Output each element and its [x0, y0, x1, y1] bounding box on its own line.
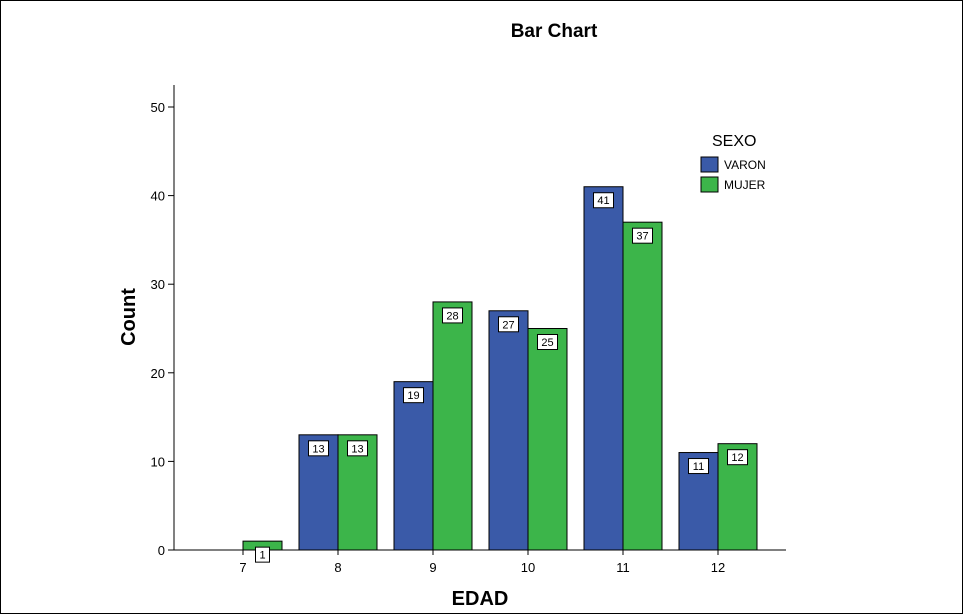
data-label: 25: [541, 337, 553, 349]
legend-swatch-varon: [700, 156, 719, 173]
y-tick-label: 30: [151, 277, 165, 292]
y-tick-label: 10: [151, 454, 165, 469]
y-axis-label: Count: [118, 288, 140, 346]
data-label: 19: [407, 390, 419, 402]
bar-mujer-11: [622, 221, 663, 551]
x-tick-label: 8: [334, 560, 341, 575]
chart-title: Bar Chart: [511, 21, 598, 42]
x-tick-label: 10: [521, 560, 535, 575]
bar-mujer-10: [527, 328, 568, 551]
y-tick-label: 20: [151, 366, 165, 381]
x-tick-label: 11: [616, 560, 630, 575]
data-label-box: [255, 546, 270, 563]
y-tick-label: 50: [151, 100, 165, 115]
y-tick-label: 0: [158, 543, 165, 558]
data-label-box: [442, 307, 463, 324]
data-label-box: [593, 192, 614, 209]
y-tick-label: 40: [151, 189, 165, 204]
data-label: 1: [259, 550, 265, 562]
legend-label-varon: VARON: [724, 158, 766, 172]
axes: 0 10 20 30 40 50 7 8 9 10 11 12: [151, 85, 786, 575]
x-tick-label: 12: [711, 560, 725, 575]
bar-varon-10: [488, 310, 529, 551]
data-label: 27: [502, 319, 514, 331]
data-label-box: [727, 449, 748, 466]
data-label-box: [498, 316, 519, 333]
x-axis-label: EDAD: [452, 588, 509, 610]
x-tick-label: 9: [429, 560, 436, 575]
data-label: 13: [312, 443, 324, 455]
legend-title: SEXO: [712, 133, 756, 150]
data-label: 41: [597, 195, 609, 207]
legend-swatch-mujer: [700, 176, 719, 193]
data-label: 28: [446, 310, 458, 322]
data-label: 11: [693, 461, 704, 473]
data-label-box: [537, 334, 558, 350]
data-label-box: [632, 227, 653, 244]
data-label-box: [403, 387, 424, 404]
data-label-box: [347, 440, 368, 457]
data-label: 12: [731, 452, 743, 464]
data-label-box: [308, 440, 329, 457]
data-label: 37: [636, 231, 648, 243]
bars-group: 1 13 13 19 28 27 25 41 37 11 12: [242, 186, 758, 563]
bar-varon-11: [583, 186, 624, 551]
x-tick-label: 7: [239, 560, 246, 575]
legend: SEXO VARON MUJER: [700, 133, 766, 193]
legend-label-mujer: MUJER: [724, 178, 766, 192]
data-label: 13: [351, 443, 363, 455]
bar-varon-9: [393, 381, 434, 551]
data-label-box: [688, 458, 709, 475]
bar-mujer-9: [432, 301, 473, 551]
